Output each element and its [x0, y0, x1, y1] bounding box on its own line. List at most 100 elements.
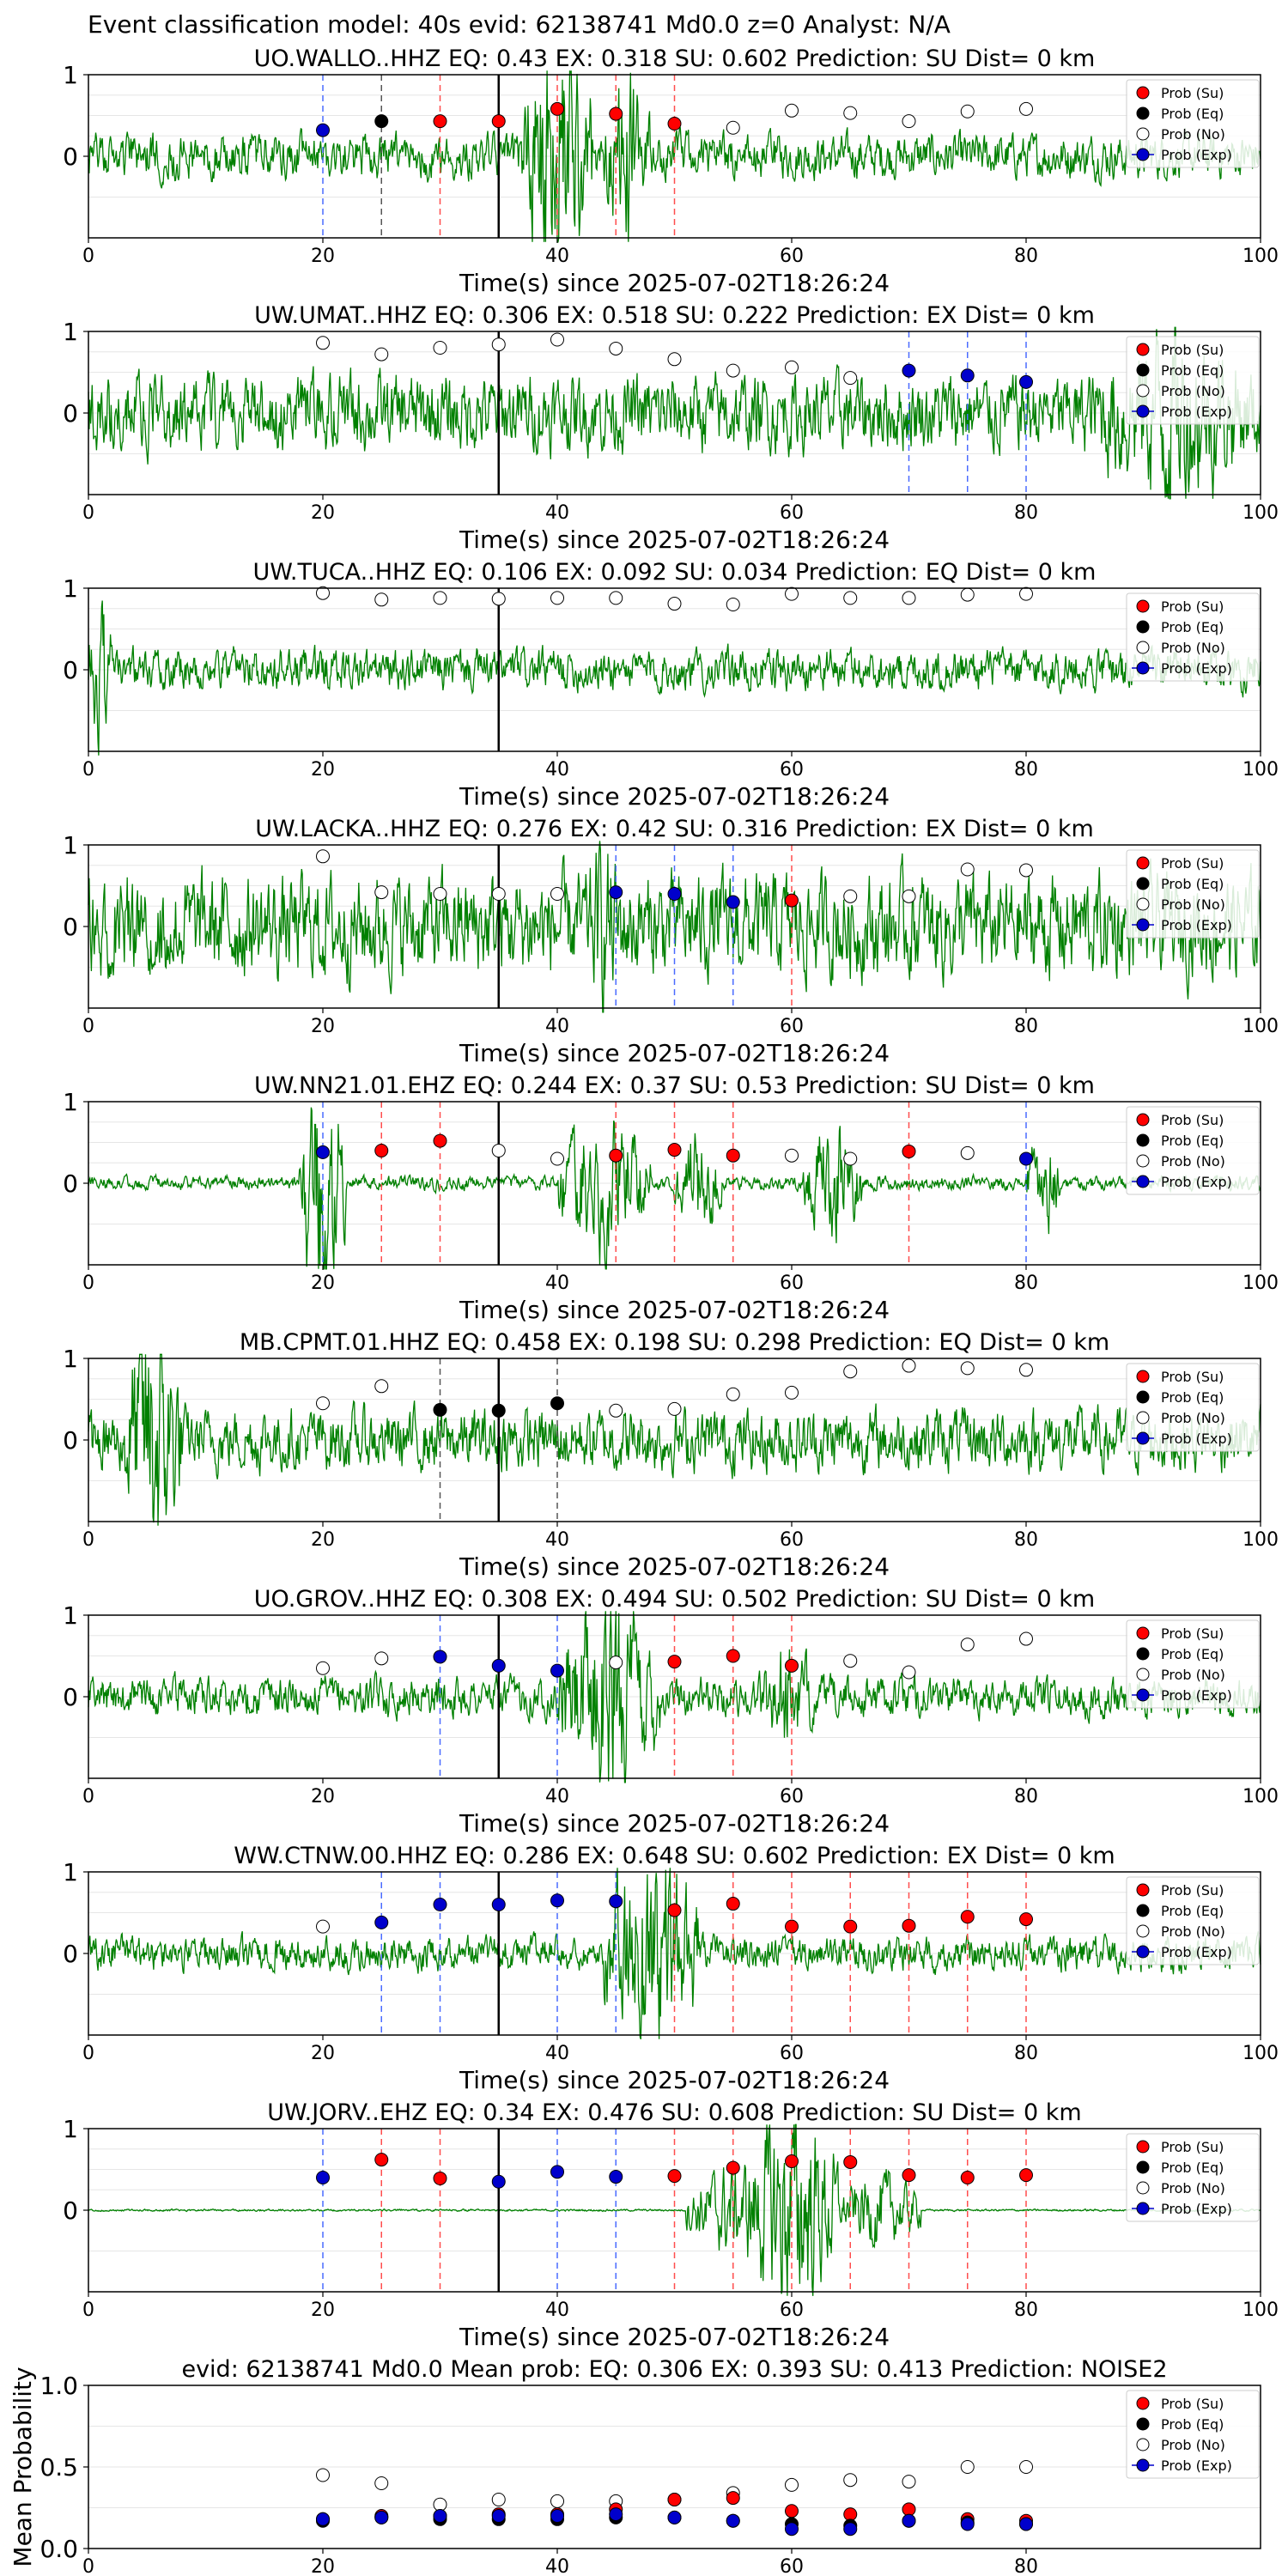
legend-marker-no	[1137, 385, 1149, 397]
mean-point-exp	[551, 2510, 564, 2523]
point-su	[902, 1145, 915, 1157]
legend-label: Prob (Su)	[1161, 85, 1224, 101]
y-tick-label: 1	[63, 61, 78, 89]
y-tick-label: 0	[63, 1170, 78, 1198]
point-su	[668, 2170, 681, 2183]
legend-marker-su	[1137, 1114, 1149, 1126]
mean-point-su	[786, 2505, 799, 2518]
legend-marker-no	[1137, 1155, 1149, 1167]
legend-label: Prob (No)	[1161, 1923, 1225, 1940]
y-tick-label: 0	[63, 399, 78, 428]
x-tick-label: 100	[1242, 1273, 1279, 1294]
legend-marker-no	[1137, 1412, 1149, 1424]
legend-marker-exp	[1137, 149, 1149, 161]
point-su	[434, 2172, 447, 2184]
point-su	[375, 2154, 388, 2166]
mean-point-exp	[726, 2514, 739, 2527]
point-no	[668, 1402, 681, 1415]
y-tick-label: 0	[63, 913, 78, 941]
x-tick-label: 60	[780, 2556, 804, 2576]
panel-title: UW.NN21.01.EHZ EQ: 0.244 EX: 0.37 SU: 0.…	[254, 1072, 1095, 1099]
legend: Prob (Su) Prob (Eq) Prob (No) Prob (Exp)	[1127, 593, 1259, 681]
x-tick-label: 80	[1014, 1529, 1038, 1551]
point-exp	[551, 1894, 564, 1907]
point-no	[844, 1365, 857, 1378]
legend-label: Prob (Exp)	[1161, 917, 1232, 933]
legend-marker-su	[1137, 600, 1149, 612]
legend-label: Prob (Exp)	[1161, 147, 1232, 163]
y-tick-label: 0	[63, 143, 78, 171]
point-eq	[375, 115, 388, 128]
point-no	[610, 342, 623, 355]
mean-point-exp	[961, 2518, 974, 2530]
point-no	[786, 361, 799, 374]
x-tick-label: 100	[1242, 246, 1279, 267]
x-tick-label: 100	[1242, 759, 1279, 781]
legend-label: Prob (Su)	[1161, 1882, 1224, 1899]
legend-label: Prob (Su)	[1161, 855, 1224, 872]
legend-marker-su	[1137, 87, 1149, 99]
mean-point-exp	[375, 2511, 388, 2524]
mean-point-exp	[317, 2512, 330, 2525]
point-exp	[610, 1895, 623, 1908]
point-no	[961, 105, 974, 118]
point-eq	[551, 1397, 564, 1410]
y-tick-label: 1	[63, 318, 78, 346]
point-no	[610, 592, 623, 605]
point-no	[434, 342, 447, 355]
x-tick-label: 60	[780, 2300, 804, 2321]
x-tick-label: 0	[82, 2043, 94, 2064]
legend-marker-exp	[1137, 405, 1149, 417]
point-no	[844, 1655, 857, 1668]
legend-label: Prob (Eq)	[1161, 619, 1224, 635]
x-tick-label: 100	[1242, 2300, 1279, 2321]
legend: Prob (Su) Prob (Eq) Prob (No) Prob (Exp)	[1127, 337, 1259, 424]
point-su	[668, 1904, 681, 1917]
legend-marker-exp	[1137, 1689, 1149, 1701]
point-no	[551, 592, 564, 605]
point-no	[1020, 587, 1033, 600]
point-exp	[492, 2175, 505, 2188]
y-tick-label: 0	[63, 2196, 78, 2225]
point-exp	[317, 2172, 330, 2184]
y-tick-label: 0	[63, 656, 78, 684]
point-no	[610, 1656, 623, 1669]
x-tick-label: 20	[311, 246, 335, 267]
point-no	[961, 1362, 974, 1375]
point-no	[786, 1149, 799, 1162]
x-tick-label: 0	[82, 2300, 94, 2321]
x-tick-label: 60	[780, 1786, 804, 1807]
x-tick-label: 80	[1014, 2556, 1038, 2576]
legend-label: Prob (Exp)	[1161, 1431, 1232, 1447]
point-no	[551, 1152, 564, 1165]
legend: Prob (Su) Prob (Eq) Prob (No) Prob (Exp)	[1127, 1877, 1259, 1965]
y-tick-label: 0.5	[39, 2453, 78, 2482]
legend-marker-no	[1137, 1925, 1149, 1937]
point-eq	[434, 1403, 447, 1416]
x-tick-label: 40	[545, 1786, 569, 1807]
point-su	[726, 2161, 739, 2174]
legend-label: Prob (Eq)	[1161, 1646, 1224, 1662]
point-no	[492, 888, 505, 901]
legend-label: Prob (Eq)	[1161, 876, 1224, 892]
panel-title: evid: 62138741 Md0.0 Mean prob: EQ: 0.30…	[181, 2356, 1167, 2383]
x-tick-label: 60	[780, 1273, 804, 1294]
legend-marker-exp	[1137, 1432, 1149, 1444]
point-su	[668, 1656, 681, 1668]
legend-marker-eq	[1137, 107, 1149, 119]
panel-title: UO.GROV..HHZ EQ: 0.308 EX: 0.494 SU: 0.5…	[254, 1586, 1095, 1613]
x-tick-label: 40	[545, 2300, 569, 2321]
legend-marker-eq	[1137, 2418, 1149, 2430]
point-no	[726, 1388, 739, 1400]
point-su	[434, 115, 447, 128]
legend-marker-exp	[1137, 1176, 1149, 1188]
legend-marker-su	[1137, 1884, 1149, 1896]
point-no	[844, 106, 857, 119]
point-no	[317, 1397, 330, 1410]
point-exp	[317, 124, 330, 137]
x-tick-label: 80	[1014, 759, 1038, 781]
point-no	[844, 1152, 857, 1165]
panel-title: UW.TUCA..HHZ EQ: 0.106 EX: 0.092 SU: 0.0…	[253, 559, 1097, 586]
legend-marker-su	[1137, 343, 1149, 355]
mean-point-no	[317, 2469, 330, 2482]
